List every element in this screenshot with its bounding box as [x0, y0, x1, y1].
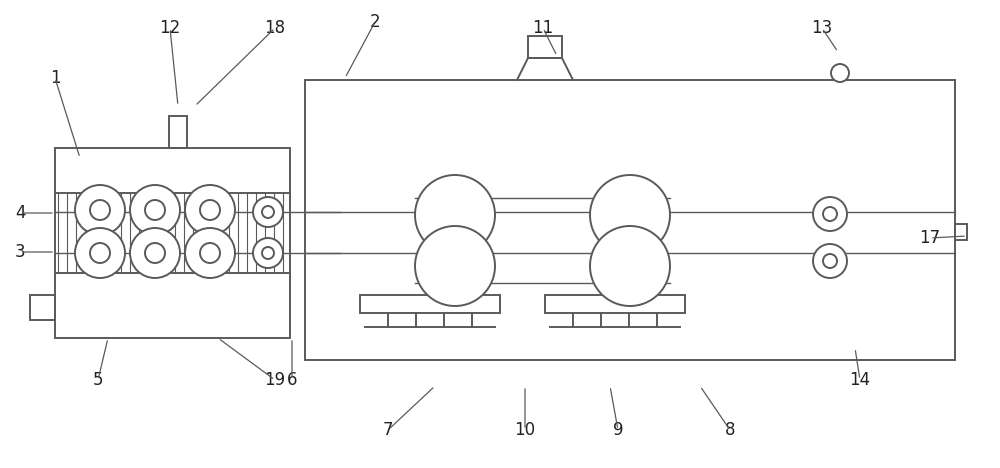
Text: 9: 9	[613, 421, 623, 439]
Bar	[30, 295, 55, 320]
Circle shape	[75, 185, 125, 235]
Text: 10: 10	[514, 421, 536, 439]
Circle shape	[831, 64, 849, 82]
Circle shape	[200, 200, 220, 220]
Circle shape	[415, 226, 495, 306]
Text: 2: 2	[370, 13, 380, 31]
Polygon shape	[517, 58, 573, 80]
Text: 11: 11	[532, 19, 554, 37]
Text: 12: 12	[159, 19, 181, 37]
Circle shape	[262, 206, 274, 218]
Circle shape	[253, 197, 283, 227]
Circle shape	[823, 207, 837, 221]
Bar	[545, 295, 685, 313]
Circle shape	[75, 228, 125, 278]
Bar	[169, 116, 187, 148]
Circle shape	[813, 197, 847, 231]
Bar	[955, 224, 967, 240]
Text: 17: 17	[919, 229, 941, 247]
Circle shape	[590, 226, 670, 306]
Circle shape	[262, 247, 274, 259]
Circle shape	[90, 200, 110, 220]
Circle shape	[200, 243, 220, 263]
Bar	[360, 295, 500, 313]
Text: 14: 14	[849, 371, 871, 389]
Circle shape	[590, 175, 670, 255]
Circle shape	[130, 228, 180, 278]
Text: 7: 7	[383, 421, 393, 439]
Text: 8: 8	[725, 421, 735, 439]
Text: 4: 4	[15, 204, 25, 222]
Text: 18: 18	[264, 19, 286, 37]
Text: 3: 3	[15, 243, 25, 261]
Text: 1: 1	[50, 69, 60, 87]
Bar	[528, 36, 562, 58]
Text: 19: 19	[264, 371, 286, 389]
Circle shape	[185, 185, 235, 235]
Circle shape	[823, 254, 837, 268]
Bar	[305, 80, 955, 360]
Circle shape	[90, 243, 110, 263]
Circle shape	[253, 238, 283, 268]
Circle shape	[415, 175, 495, 255]
Text: 6: 6	[287, 371, 297, 389]
Circle shape	[130, 185, 180, 235]
Text: 13: 13	[811, 19, 833, 37]
Circle shape	[145, 200, 165, 220]
Bar	[55, 148, 290, 338]
Circle shape	[185, 228, 235, 278]
Circle shape	[813, 244, 847, 278]
Circle shape	[145, 243, 165, 263]
Text: 5: 5	[93, 371, 103, 389]
